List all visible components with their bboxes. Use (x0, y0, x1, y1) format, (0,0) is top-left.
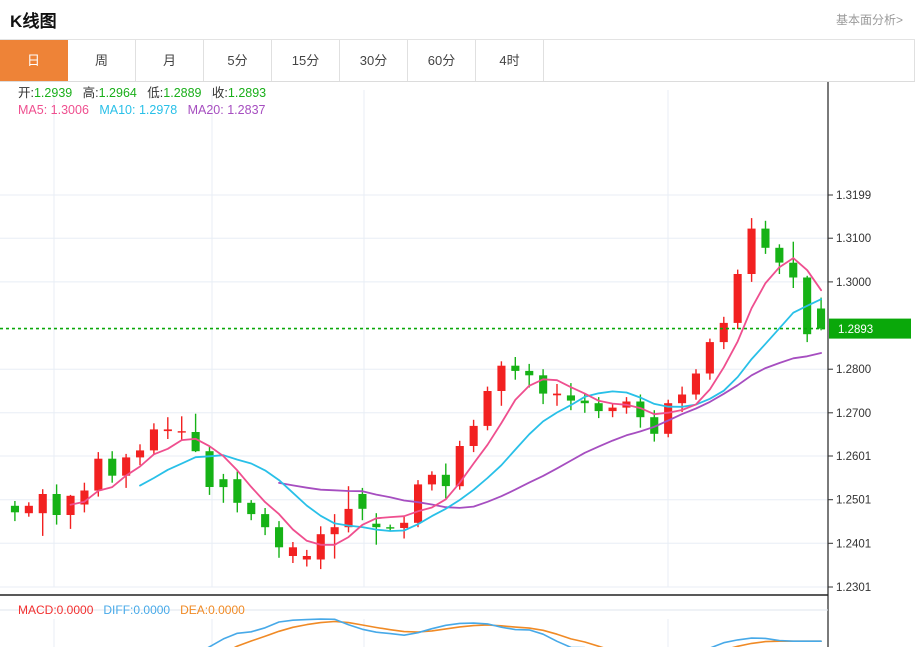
price-axis-tick: 1.2601 (836, 451, 871, 463)
price-axis-tick: 1.2401 (836, 538, 871, 550)
fundamental-analysis-link[interactable]: 基本面分析> (835, 13, 903, 27)
chart-area[interactable]: 1.3199 1.3100 1.3000 1.2800 1.2700 1.2601 1.25… (0, 82, 915, 647)
candle-body (163, 429, 172, 432)
candle-body (414, 484, 423, 523)
candle-body (483, 391, 492, 426)
tab-60min[interactable]: 60分 (408, 40, 476, 81)
tab-15min[interactable]: 15分 (272, 40, 340, 81)
tabbar-filler (544, 40, 915, 81)
candle-body (191, 432, 200, 452)
candle-body (441, 474, 450, 487)
page-title: K线图 (10, 12, 57, 31)
tab-4hour[interactable]: 4时 (476, 40, 544, 81)
candle-body (316, 534, 325, 560)
diff-label: DIFF: (103, 603, 134, 617)
tab-5min[interactable]: 5分 (204, 40, 272, 81)
candle-body (705, 342, 714, 374)
candle-body (733, 274, 742, 323)
kline-chart-svg[interactable]: 1.3199 1.3100 1.3000 1.2800 1.2700 1.2601 1.25… (0, 82, 915, 647)
candle-body (553, 393, 562, 396)
candle-body (330, 527, 339, 535)
candle-body (678, 394, 687, 404)
macd-line (207, 618, 822, 647)
candle-body (247, 502, 256, 515)
candle-body (94, 458, 103, 491)
price-axis-tick: 1.3199 (836, 190, 871, 202)
candle-body (344, 508, 353, 528)
candle-body (219, 479, 228, 488)
candle-body (594, 403, 603, 412)
tab-week[interactable]: 周 (68, 40, 136, 81)
candle-body (608, 407, 617, 412)
candle-body (275, 527, 284, 548)
candle-body (24, 505, 33, 514)
candle-body (817, 308, 826, 329)
price-axis-tick: 1.2800 (836, 364, 871, 376)
price-axis-tick: 1.2700 (836, 408, 871, 420)
candle-body (10, 505, 19, 513)
candle-body (136, 450, 145, 458)
page-header: K线图 基本面分析> (0, 0, 915, 40)
candle-body (747, 228, 756, 274)
candle-body (427, 474, 436, 485)
candle-body (580, 400, 589, 404)
candle-body (525, 370, 534, 376)
macd-label: MACD: (18, 603, 57, 617)
candle-body (761, 228, 770, 248)
candle-body (469, 425, 478, 446)
dea-label: DEA: (180, 603, 209, 617)
current-price-badge-text: 1.2893 (838, 324, 873, 336)
candle-body (261, 514, 270, 528)
candle-body (358, 494, 367, 509)
candle-body (52, 494, 61, 515)
tab-month[interactable]: 月 (136, 40, 204, 81)
macd-line (233, 620, 822, 647)
candle-body (302, 556, 311, 560)
candle-body (386, 527, 395, 529)
ma-line (69, 257, 822, 546)
ma-line (139, 298, 822, 532)
candle-body (149, 429, 158, 451)
candle-body (177, 431, 186, 433)
current-price-badge (829, 318, 911, 339)
candle-body (775, 247, 784, 263)
price-axis-tick: 1.2301 (836, 582, 871, 594)
candle-body (400, 522, 409, 528)
price-axis-tick: 1.3000 (836, 277, 871, 289)
candle-body (511, 365, 520, 371)
candle-body (636, 401, 645, 418)
candle-body (288, 547, 297, 556)
macd-legend: MACD:0.0000 DIFF:0.0000 DEA:0.0000 (18, 603, 245, 617)
candle-body (38, 494, 47, 514)
price-axis-tick: 1.2501 (836, 495, 871, 507)
candle-body (539, 375, 548, 394)
candle-body (789, 262, 798, 278)
ma-line (278, 352, 822, 509)
tab-day[interactable]: 日 (0, 40, 68, 81)
candle-body (80, 490, 89, 505)
price-axis-tick: 1.3100 (836, 233, 871, 245)
candle-body (497, 365, 506, 391)
candle-body (719, 322, 728, 343)
candle-body (233, 479, 242, 503)
candle-body (205, 451, 214, 487)
candle-body (566, 395, 575, 401)
candle-body (108, 458, 117, 476)
candle-body (372, 523, 381, 528)
tab-30min[interactable]: 30分 (340, 40, 408, 81)
candle-body (455, 446, 464, 487)
timeframe-tabbar: 日 周 月 5分 15分 30分 60分 4时 (0, 40, 915, 82)
candle-body (691, 373, 700, 395)
candle-body (122, 457, 131, 476)
diff-value: 0.0000 (133, 603, 171, 617)
candle-body (650, 417, 659, 434)
dea-value: 0.0000 (208, 603, 245, 617)
macd-value: 0.0000 (56, 603, 94, 617)
candle-body (664, 403, 673, 434)
